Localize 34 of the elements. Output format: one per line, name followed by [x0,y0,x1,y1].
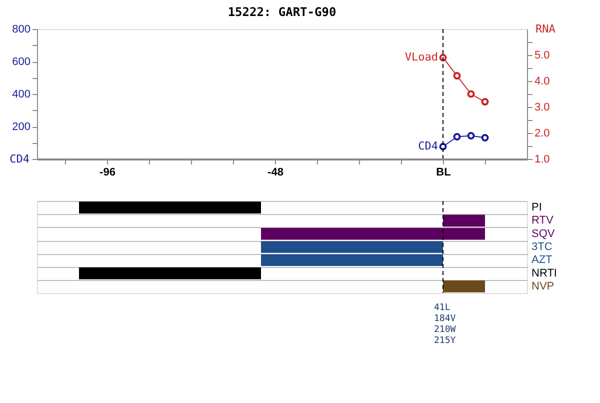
x-tick-label: -96 [100,166,116,178]
text: 184V [434,314,456,324]
y-tick-label: 200 [12,121,30,133]
point [481,98,489,106]
y-tick-label: 3TC [532,241,552,253]
y-tick-label: 400 [12,88,30,100]
y2-tick-label: 1.0 [534,154,550,166]
y-tick-label: 600 [12,56,30,68]
text: 41L [434,303,450,313]
y-tick-label: PI [532,202,542,214]
text: 215Y [434,336,456,346]
text: 210W [434,325,456,335]
point [453,133,461,140]
point [467,90,475,98]
point [453,72,461,80]
point [467,132,475,140]
y2-tick-label: 3.0 [534,102,550,114]
y2-tick-label: 2.0 [534,128,550,140]
y-tick-label: 800 [12,24,30,36]
x-tick-label: BL [436,166,452,178]
y-axis-title: CD4 [10,152,30,166]
series-label: VLoad [404,50,438,64]
y2-tick-label: 5.0 [534,50,550,62]
y-tick-label: NRTI [532,267,557,280]
y2-tick-label: 4.0 [534,76,550,88]
series-label: CD4 [418,140,438,153]
point [481,134,489,142]
x-tick-label: -48 [268,166,284,178]
y-tick-label: AZT [532,254,553,266]
chart-title: 15222: GART-G90 [228,5,336,19]
y-tick-label: SQV [532,228,556,240]
y-tick-label: NVP [532,280,554,292]
y2-axis-title: RNA [536,22,556,36]
y-tick-label: RTV [532,214,554,227]
